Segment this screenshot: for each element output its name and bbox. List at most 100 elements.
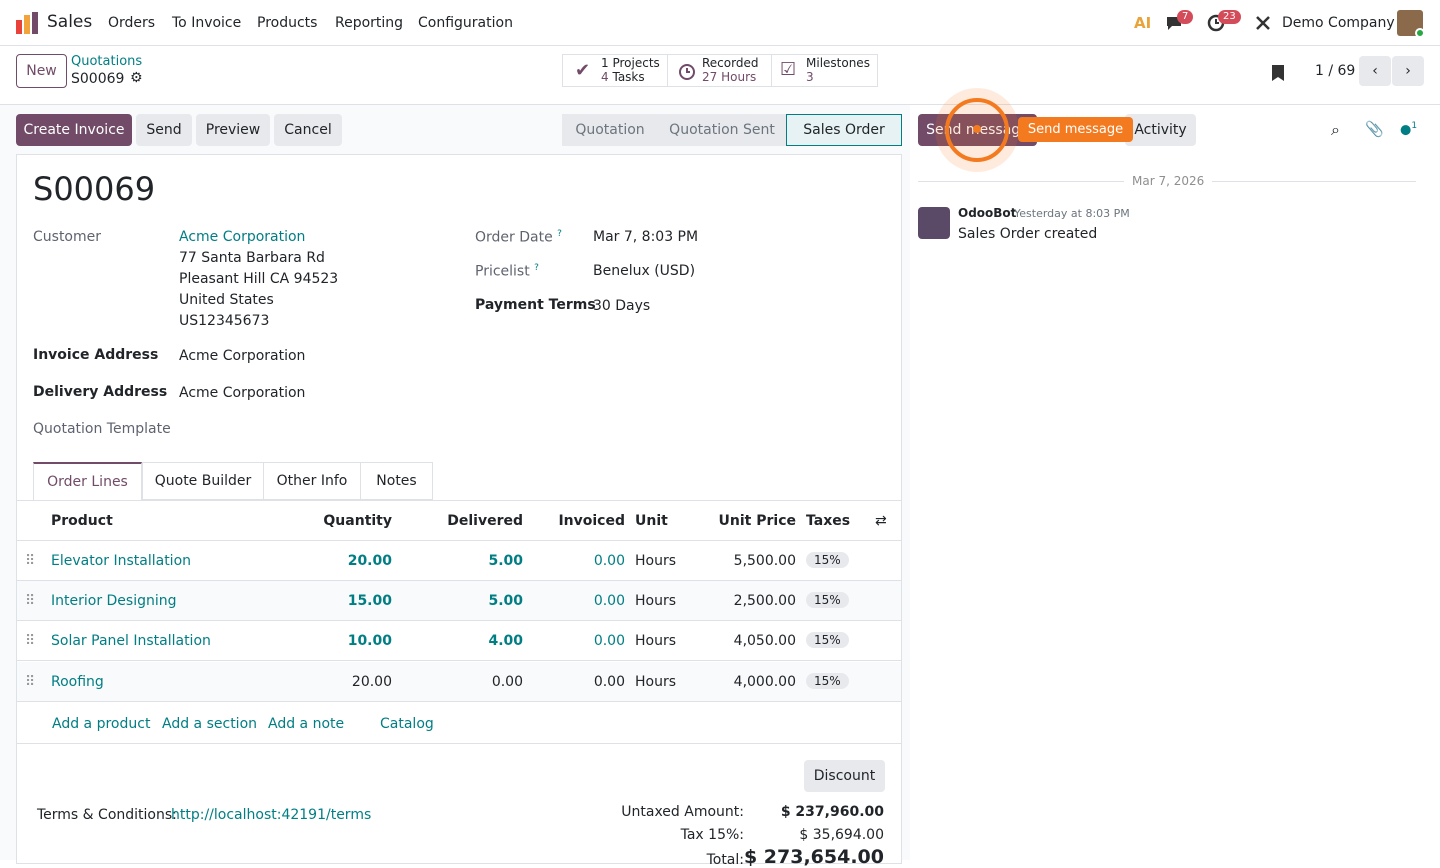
tab-border xyxy=(17,500,901,501)
label: Invoice Address xyxy=(33,347,159,363)
cell: Roofing xyxy=(51,674,104,690)
address: 77 Santa Barbara Rd xyxy=(179,250,325,266)
text: 1 xyxy=(1411,121,1418,131)
address: United States xyxy=(179,292,274,308)
navbar: Sales Orders To Invoice Products Reporti… xyxy=(0,0,1440,46)
menu[interactable]: Products xyxy=(257,15,318,31)
tab-active[interactable]: Order Lines xyxy=(33,462,142,501)
cell: 2,500.00 xyxy=(733,593,796,609)
button[interactable]: Send xyxy=(136,114,192,146)
cell: 0.00 xyxy=(593,593,625,609)
cell: 15% xyxy=(806,673,849,689)
text: 1 xyxy=(601,56,609,70)
cell: 0.00 xyxy=(593,674,625,690)
author: OdooBot xyxy=(958,206,1017,220)
label: Delivery Address xyxy=(33,384,168,400)
terms-label: Terms & Conditions: xyxy=(37,807,177,823)
menu[interactable]: To Invoice xyxy=(172,15,242,31)
drag-handle[interactable]: ⠿ xyxy=(25,633,36,649)
menu[interactable]: Orders xyxy=(108,15,156,31)
smart-button[interactable]: ☑ Milestones 3 xyxy=(780,56,870,84)
label: Quotation Template xyxy=(33,421,171,437)
terms-link[interactable]: http://localhost:42191/terms xyxy=(171,807,372,823)
order-line[interactable]: ⠿ Solar Panel Installation 10.00 4.00 0.00 Ho… xyxy=(17,621,901,661)
discount-button[interactable]: Discount xyxy=(804,760,885,792)
text: 3 xyxy=(806,70,814,84)
cell: Hours xyxy=(635,633,677,649)
cell: 5.00 xyxy=(488,593,523,609)
tour-tooltip[interactable]: Send message xyxy=(1018,117,1133,142)
cell: Hours xyxy=(635,593,677,609)
label: Customer xyxy=(33,229,102,245)
order-line[interactable]: ⠿ Interior Designing 15.00 5.00 0.00 Hours 2,5… xyxy=(17,581,901,621)
followers[interactable]: ●1 xyxy=(1400,121,1418,138)
text: Quantity xyxy=(323,513,392,529)
order-line[interactable]: ⠿ Roofing 20.00 0.00 0.00 Hours 4,000.00 15% xyxy=(17,662,901,702)
menu[interactable]: Reporting xyxy=(335,15,404,31)
tab[interactable]: Quote Builder xyxy=(142,462,264,500)
bookmark-icon[interactable] xyxy=(1271,64,1285,82)
cell: 0.00 xyxy=(593,553,625,569)
date: Mar 7, 2026 xyxy=(1124,174,1213,188)
value: Acme Corporation xyxy=(179,348,306,364)
table-header: Product Quantity Delivered Invoiced Unit… xyxy=(17,501,901,541)
value: Benelux (USD) xyxy=(593,263,696,279)
avatar xyxy=(918,207,950,239)
button[interactable]: Cancel xyxy=(274,114,342,146)
text: Product xyxy=(51,513,113,529)
text: Taxes xyxy=(806,513,851,529)
company[interactable]: Demo Company xyxy=(1282,15,1395,31)
attach-icon[interactable]: 📎 xyxy=(1365,120,1384,138)
text: Recorded xyxy=(702,56,759,70)
text: Invoiced xyxy=(558,513,625,529)
add-link[interactable]: Add a product xyxy=(52,716,151,732)
status-step[interactable]: Quotation xyxy=(562,114,658,146)
activity-button[interactable]: Activity xyxy=(1125,114,1196,146)
drag-handle[interactable]: ⠿ xyxy=(25,593,36,609)
ai-icon[interactable]: AI xyxy=(1134,14,1152,32)
text: 27 xyxy=(702,70,718,84)
menu[interactable]: Configuration xyxy=(418,15,513,31)
divider xyxy=(17,743,901,744)
app-name[interactable]: Sales xyxy=(47,12,93,32)
pager-prev[interactable]: ‹ xyxy=(1359,56,1391,86)
status-step-active[interactable]: Sales Order xyxy=(786,114,902,146)
tour-dot xyxy=(973,125,981,133)
label: Order Date ? xyxy=(475,229,562,246)
cell: 0.00 xyxy=(593,633,625,649)
search-icon[interactable]: ⌕ xyxy=(1331,120,1340,139)
add-link[interactable]: Add a section xyxy=(162,716,258,732)
message: Sales Order created xyxy=(958,226,1098,242)
customer[interactable]: Acme Corporation xyxy=(179,229,306,245)
gear-icon[interactable]: ⚙ xyxy=(130,70,143,86)
drag-handle[interactable]: ⠿ xyxy=(25,674,36,690)
tab[interactable]: Other Info xyxy=(263,462,361,500)
smart-button[interactable]: ✔ 1 Projects 4 Tasks xyxy=(563,55,668,86)
cell: 10.00 xyxy=(347,633,392,649)
button[interactable]: Preview xyxy=(196,114,270,146)
status-step[interactable]: Quotation Sent xyxy=(658,114,786,146)
total-value: $ 35,694.00 xyxy=(799,827,884,843)
order-name: S00069 xyxy=(33,170,156,208)
tools-icon[interactable] xyxy=(1255,15,1271,31)
cell: 4,050.00 xyxy=(733,633,796,649)
order-line[interactable]: ⠿ Elevator Installation 20.00 5.00 0.00 Hours… xyxy=(17,541,901,581)
cell: Interior Designing xyxy=(51,593,177,609)
add-link[interactable]: Catalog xyxy=(380,716,434,732)
sheet xyxy=(16,154,902,864)
cell: 5.00 xyxy=(488,553,523,569)
new-button[interactable]: New xyxy=(16,54,67,88)
cell: Solar Panel Installation xyxy=(51,633,211,649)
add-link[interactable]: Add a note xyxy=(268,716,345,732)
breadcrumb[interactable]: Quotations xyxy=(71,54,143,69)
status-dot xyxy=(1415,28,1425,38)
pager: 1 / 69 xyxy=(1315,63,1356,79)
button[interactable]: Create Invoice xyxy=(16,114,132,146)
pager-next[interactable]: › xyxy=(1392,56,1424,86)
time: Yesterday at 8:03 PM xyxy=(1014,207,1130,220)
cell: 15% xyxy=(806,632,849,648)
drag-handle[interactable]: ⠿ xyxy=(25,553,36,569)
text: Projects xyxy=(612,56,660,70)
tab[interactable]: Notes xyxy=(360,462,433,500)
smart-button[interactable]: Recorded 27 Hours xyxy=(668,55,772,86)
